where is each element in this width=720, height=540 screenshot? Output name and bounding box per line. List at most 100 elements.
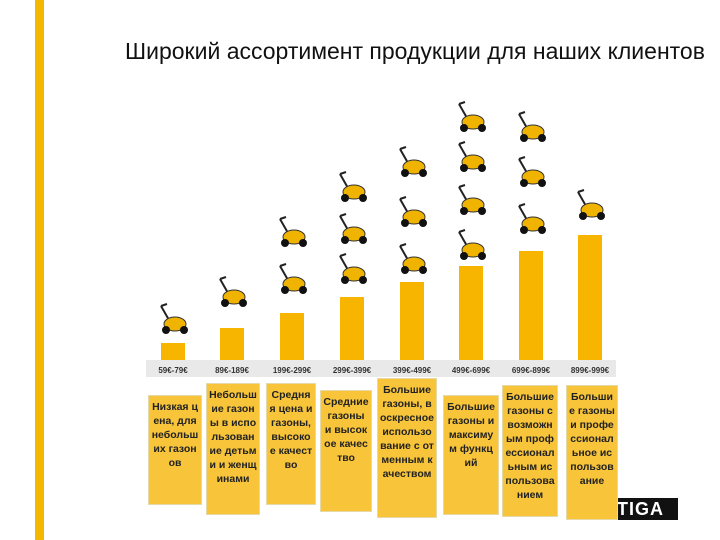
description-card: Низкая цена, для небольших газонов bbox=[148, 395, 202, 505]
mower-handle bbox=[518, 113, 528, 129]
mower-icon bbox=[577, 189, 605, 220]
bar bbox=[459, 266, 483, 360]
mower-handle bbox=[518, 111, 526, 115]
mower-wheel bbox=[359, 194, 367, 202]
mower-wheel bbox=[597, 212, 605, 220]
mower-wheel bbox=[180, 326, 188, 334]
mower-body bbox=[461, 197, 485, 213]
mower-handle bbox=[577, 191, 587, 207]
mower-wheel bbox=[579, 212, 587, 220]
mower-body bbox=[342, 226, 366, 242]
mower-handle bbox=[399, 198, 409, 214]
price-label: 299€-399€ bbox=[332, 366, 372, 375]
mower-wheel bbox=[359, 276, 367, 284]
mower-handle bbox=[339, 171, 347, 175]
mower-body bbox=[402, 159, 426, 175]
mower-handle bbox=[339, 253, 347, 257]
mower-icon bbox=[458, 141, 486, 172]
mower-handle bbox=[577, 189, 585, 193]
mower-body bbox=[521, 124, 545, 140]
mower-icon bbox=[399, 146, 427, 177]
mower-body bbox=[342, 266, 366, 282]
mower-handle bbox=[339, 215, 349, 231]
mower-icon bbox=[279, 216, 307, 247]
mower-handle bbox=[160, 303, 168, 307]
side-stripe bbox=[35, 0, 44, 540]
mower-icon bbox=[518, 203, 546, 234]
mower-body bbox=[222, 289, 246, 305]
mower-handle bbox=[458, 231, 468, 247]
description-card: Средние газоны и высокое качество bbox=[320, 390, 372, 512]
mower-handle bbox=[458, 229, 466, 233]
price-label: 89€-189€ bbox=[215, 366, 249, 375]
mower-wheel bbox=[460, 164, 468, 172]
mower-wheel bbox=[520, 134, 528, 142]
bar bbox=[161, 343, 185, 360]
mower-handle bbox=[279, 216, 287, 220]
mower-icon bbox=[399, 243, 427, 274]
mower-icon bbox=[339, 213, 367, 244]
mower-body bbox=[521, 169, 545, 185]
mower-icon bbox=[160, 303, 188, 334]
mower-wheel bbox=[341, 194, 349, 202]
mower-wheel bbox=[401, 266, 409, 274]
mower-wheel bbox=[538, 134, 546, 142]
mower-icon bbox=[339, 253, 367, 284]
mower-handle bbox=[518, 158, 528, 174]
mower-handle bbox=[458, 141, 466, 145]
mower-icon bbox=[458, 101, 486, 132]
mower-body bbox=[461, 114, 485, 130]
description-card: Небольшие газоны в использование детьми … bbox=[206, 383, 260, 515]
description-card: Большие газоны и максимум функций bbox=[443, 395, 499, 515]
mower-handle bbox=[219, 278, 229, 294]
mower-body bbox=[461, 242, 485, 258]
mower-handle bbox=[458, 186, 468, 202]
mower-wheel bbox=[359, 236, 367, 244]
mower-wheel bbox=[419, 169, 427, 177]
mower-handle bbox=[399, 148, 409, 164]
mower-wheel bbox=[341, 276, 349, 284]
mower-handle bbox=[518, 156, 526, 160]
bar bbox=[400, 282, 424, 360]
mower-handle bbox=[160, 305, 170, 321]
price-band bbox=[146, 360, 616, 377]
price-label: 199€-299€ bbox=[272, 366, 312, 375]
mower-wheel bbox=[460, 252, 468, 260]
mower-handle bbox=[339, 213, 347, 217]
mower-handle bbox=[458, 103, 468, 119]
title: Широкий ассортимент продукции для наших … bbox=[125, 38, 705, 64]
mower-body bbox=[461, 154, 485, 170]
mower-body bbox=[402, 209, 426, 225]
mower-wheel bbox=[538, 179, 546, 187]
mower-wheel bbox=[299, 286, 307, 294]
description-card: Большие газоны с возможным профессиональ… bbox=[502, 385, 558, 517]
mower-wheel bbox=[460, 124, 468, 132]
mower-wheel bbox=[478, 207, 486, 215]
mower-body bbox=[342, 184, 366, 200]
mower-wheel bbox=[478, 164, 486, 172]
price-label: 899€-999€ bbox=[570, 366, 610, 375]
mower-handle bbox=[399, 146, 407, 150]
mower-wheel bbox=[538, 226, 546, 234]
mower-wheel bbox=[299, 239, 307, 247]
mower-body bbox=[521, 216, 545, 232]
bar bbox=[280, 313, 304, 360]
mower-handle bbox=[279, 265, 289, 281]
description-card: Большие газоны и профессиональное исполь… bbox=[566, 385, 618, 520]
mower-handle bbox=[399, 243, 407, 247]
mower-handle bbox=[458, 143, 468, 159]
mower-body bbox=[282, 229, 306, 245]
price-label: 499€-699€ bbox=[451, 366, 491, 375]
mower-icon bbox=[458, 229, 486, 260]
mower-icon bbox=[399, 196, 427, 227]
mower-icon bbox=[339, 171, 367, 202]
description-card: Средняя цена и газоны, высокое качество bbox=[266, 383, 316, 505]
mower-wheel bbox=[281, 286, 289, 294]
mower-wheel bbox=[520, 179, 528, 187]
mower-handle bbox=[518, 205, 528, 221]
mower-icon bbox=[458, 184, 486, 215]
mower-handle bbox=[279, 263, 287, 267]
bar bbox=[519, 251, 543, 360]
